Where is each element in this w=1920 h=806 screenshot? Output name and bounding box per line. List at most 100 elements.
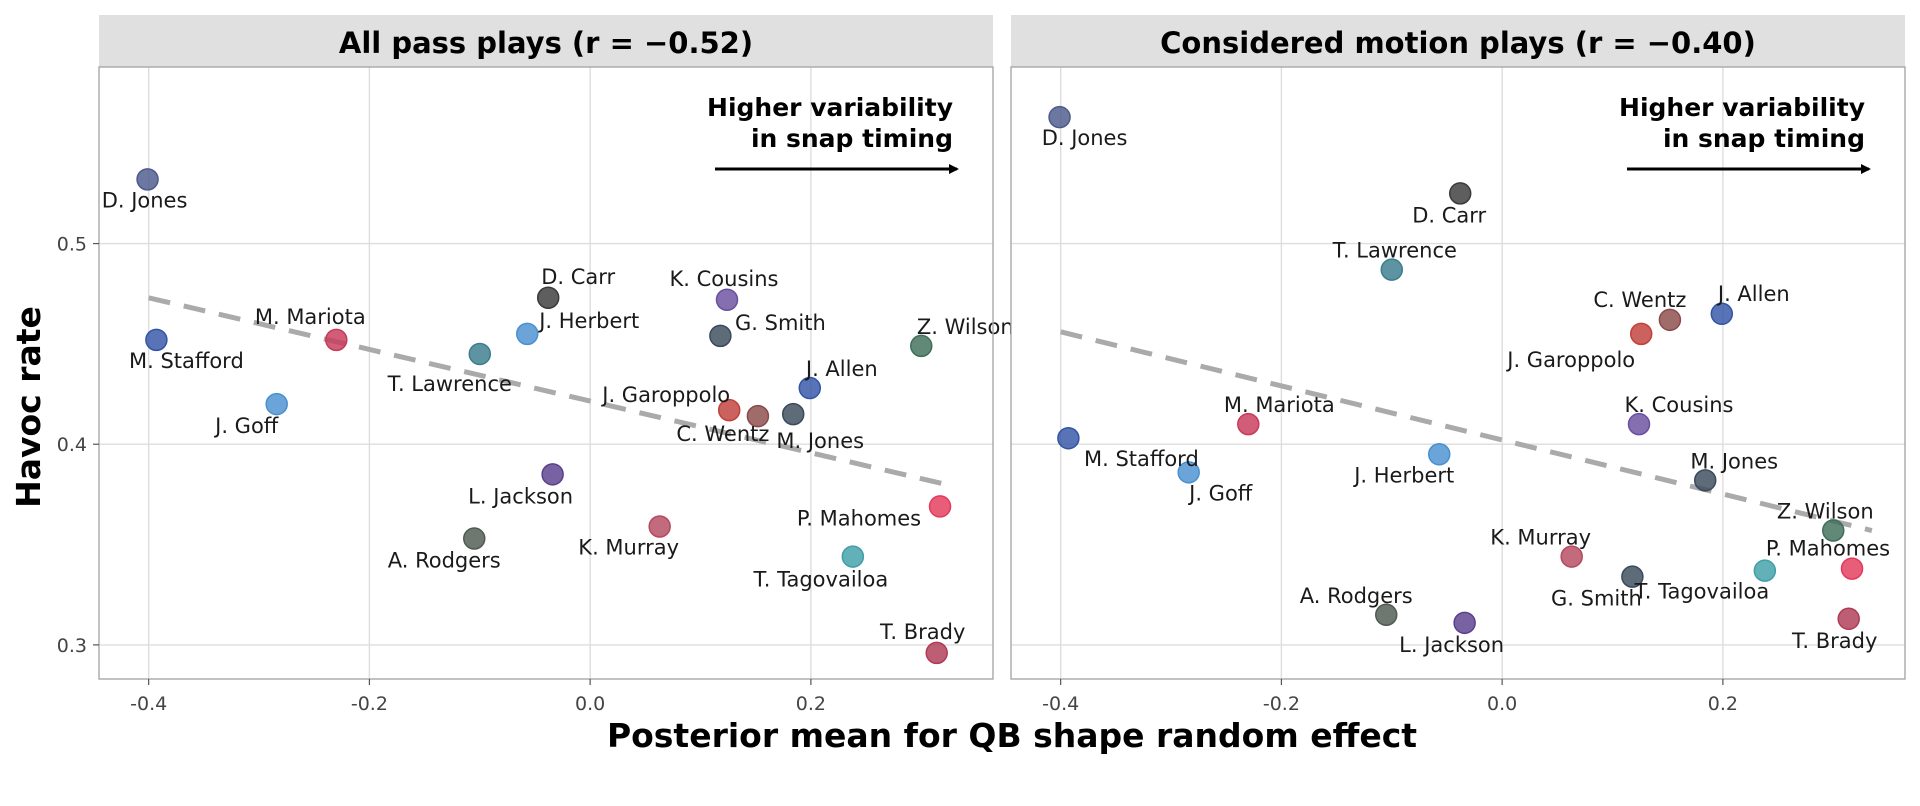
point-label: T. Tagovailoa xyxy=(1633,580,1769,604)
facet-title: Considered motion plays (r = −0.40) xyxy=(1160,26,1756,60)
point-label: C. Wentz xyxy=(1593,288,1686,312)
trend-line xyxy=(1060,329,1873,533)
point-label: A. Rodgers xyxy=(1300,584,1413,608)
x-tick-label: -0.2 xyxy=(351,693,388,715)
point-label: K. Cousins xyxy=(670,267,779,291)
x-tick-label: 0.2 xyxy=(1708,693,1738,715)
annotation-line-1: Higher variability xyxy=(707,93,953,122)
data-point xyxy=(648,515,671,538)
data-point xyxy=(468,342,492,366)
data-point xyxy=(910,334,933,358)
data-point xyxy=(136,168,159,191)
point-label: T. Lawrence xyxy=(1332,239,1457,263)
data-point xyxy=(265,392,288,416)
point-label: P. Mahomes xyxy=(797,506,921,530)
annotation-line-1: Higher variability xyxy=(1619,93,1865,122)
point-label: T. Brady xyxy=(1791,629,1877,653)
plot-background xyxy=(1011,67,1905,679)
trend-line xyxy=(148,295,955,489)
data-point xyxy=(1753,559,1777,582)
point-label: T. Tagovailoa xyxy=(752,568,888,592)
point-label: D. Jones xyxy=(102,188,188,212)
data-point xyxy=(536,286,560,310)
point-label: J. Goff xyxy=(1187,481,1253,505)
point-label: Z. Wilson xyxy=(917,315,1014,339)
annotation-line-2: in snap timing xyxy=(751,124,953,153)
data-point xyxy=(541,463,564,486)
point-label: J. Garoppolo xyxy=(1505,348,1635,372)
point-label: L. Jackson xyxy=(1399,633,1504,657)
point-label: K. Murray xyxy=(1490,526,1591,550)
panel-border xyxy=(1010,66,1906,680)
data-point xyxy=(1627,412,1651,436)
panel-border xyxy=(98,66,994,680)
x-axis-title: Posterior mean for QB shape random effec… xyxy=(607,716,1417,755)
point-label: M. Stafford xyxy=(129,349,244,373)
point-label: M. Jones xyxy=(776,429,864,453)
x-tick-label: 0.2 xyxy=(796,693,826,715)
point-label: J. Herbert xyxy=(1352,463,1454,487)
point-label: K. Murray xyxy=(578,536,679,560)
data-point xyxy=(717,398,741,422)
data-point xyxy=(709,324,732,348)
y-axis-title: Havoc rate xyxy=(9,306,48,508)
x-tick-label: -0.2 xyxy=(1263,693,1300,715)
data-point xyxy=(1837,607,1860,631)
data-point xyxy=(1375,603,1398,627)
point-label: D. Carr xyxy=(541,265,615,289)
point-label: J. Garoppolo xyxy=(600,383,730,407)
x-tick-label: 0.0 xyxy=(1487,693,1517,715)
data-point xyxy=(1822,519,1845,542)
facet-strip xyxy=(99,15,993,67)
y-tick-label: 0.5 xyxy=(57,234,87,256)
data-point xyxy=(1448,182,1472,205)
data-point xyxy=(781,402,805,426)
data-point xyxy=(1453,611,1476,635)
data-point xyxy=(1048,105,1071,129)
data-point xyxy=(1693,469,1717,492)
facet-panel-1: All pass plays (r = −0.52) D. Jones M. Sta… xyxy=(57,15,1014,715)
data-point xyxy=(515,322,539,346)
data-point xyxy=(1658,308,1682,332)
data-point xyxy=(1560,545,1583,568)
facet-strip xyxy=(1011,15,1905,67)
point-label: T. Brady xyxy=(879,620,965,644)
point-label: T. Lawrence xyxy=(387,372,512,396)
data-point xyxy=(1057,426,1080,450)
point-label: M. Jones xyxy=(1690,449,1778,473)
y-tick-label: 0.4 xyxy=(57,434,87,456)
data-point xyxy=(928,495,952,518)
data-point xyxy=(746,404,770,428)
facet-panels: All pass plays (r = −0.52) D. Jones M. Sta… xyxy=(57,15,1906,715)
data-point xyxy=(463,527,486,550)
point-label: K. Cousins xyxy=(1625,393,1734,417)
point-label: D. Carr xyxy=(1412,203,1486,227)
point-label: J. Allen xyxy=(1716,282,1790,306)
point-label: J. Herbert xyxy=(537,309,639,333)
annotation-line-2: in snap timing xyxy=(1663,124,1865,153)
data-point xyxy=(1621,565,1644,588)
point-label: Z. Wilson xyxy=(1777,500,1874,524)
data-point xyxy=(1427,443,1451,466)
x-tick-label: 0.0 xyxy=(575,693,605,715)
point-label: P. Mahomes xyxy=(1766,537,1890,561)
x-tick-label: -0.4 xyxy=(1042,693,1079,715)
data-point xyxy=(1237,412,1260,436)
data-point xyxy=(798,376,822,400)
data-point xyxy=(925,641,948,665)
data-point xyxy=(1380,258,1404,281)
data-point xyxy=(1629,322,1653,346)
point-label: C. Wentz xyxy=(676,422,769,446)
point-label: J. Allen xyxy=(804,357,878,381)
point-label: D. Jones xyxy=(1042,126,1128,150)
point-label: M. Mariota xyxy=(255,305,366,329)
facet-title: All pass plays (r = −0.52) xyxy=(339,26,753,60)
data-point xyxy=(325,328,348,352)
data-point xyxy=(715,288,739,312)
data-point xyxy=(1710,302,1734,326)
data-point xyxy=(1177,461,1200,484)
point-label: J. Goff xyxy=(213,414,279,438)
point-label: G. Smith xyxy=(1551,587,1642,611)
point-label: M. Mariota xyxy=(1224,393,1335,417)
